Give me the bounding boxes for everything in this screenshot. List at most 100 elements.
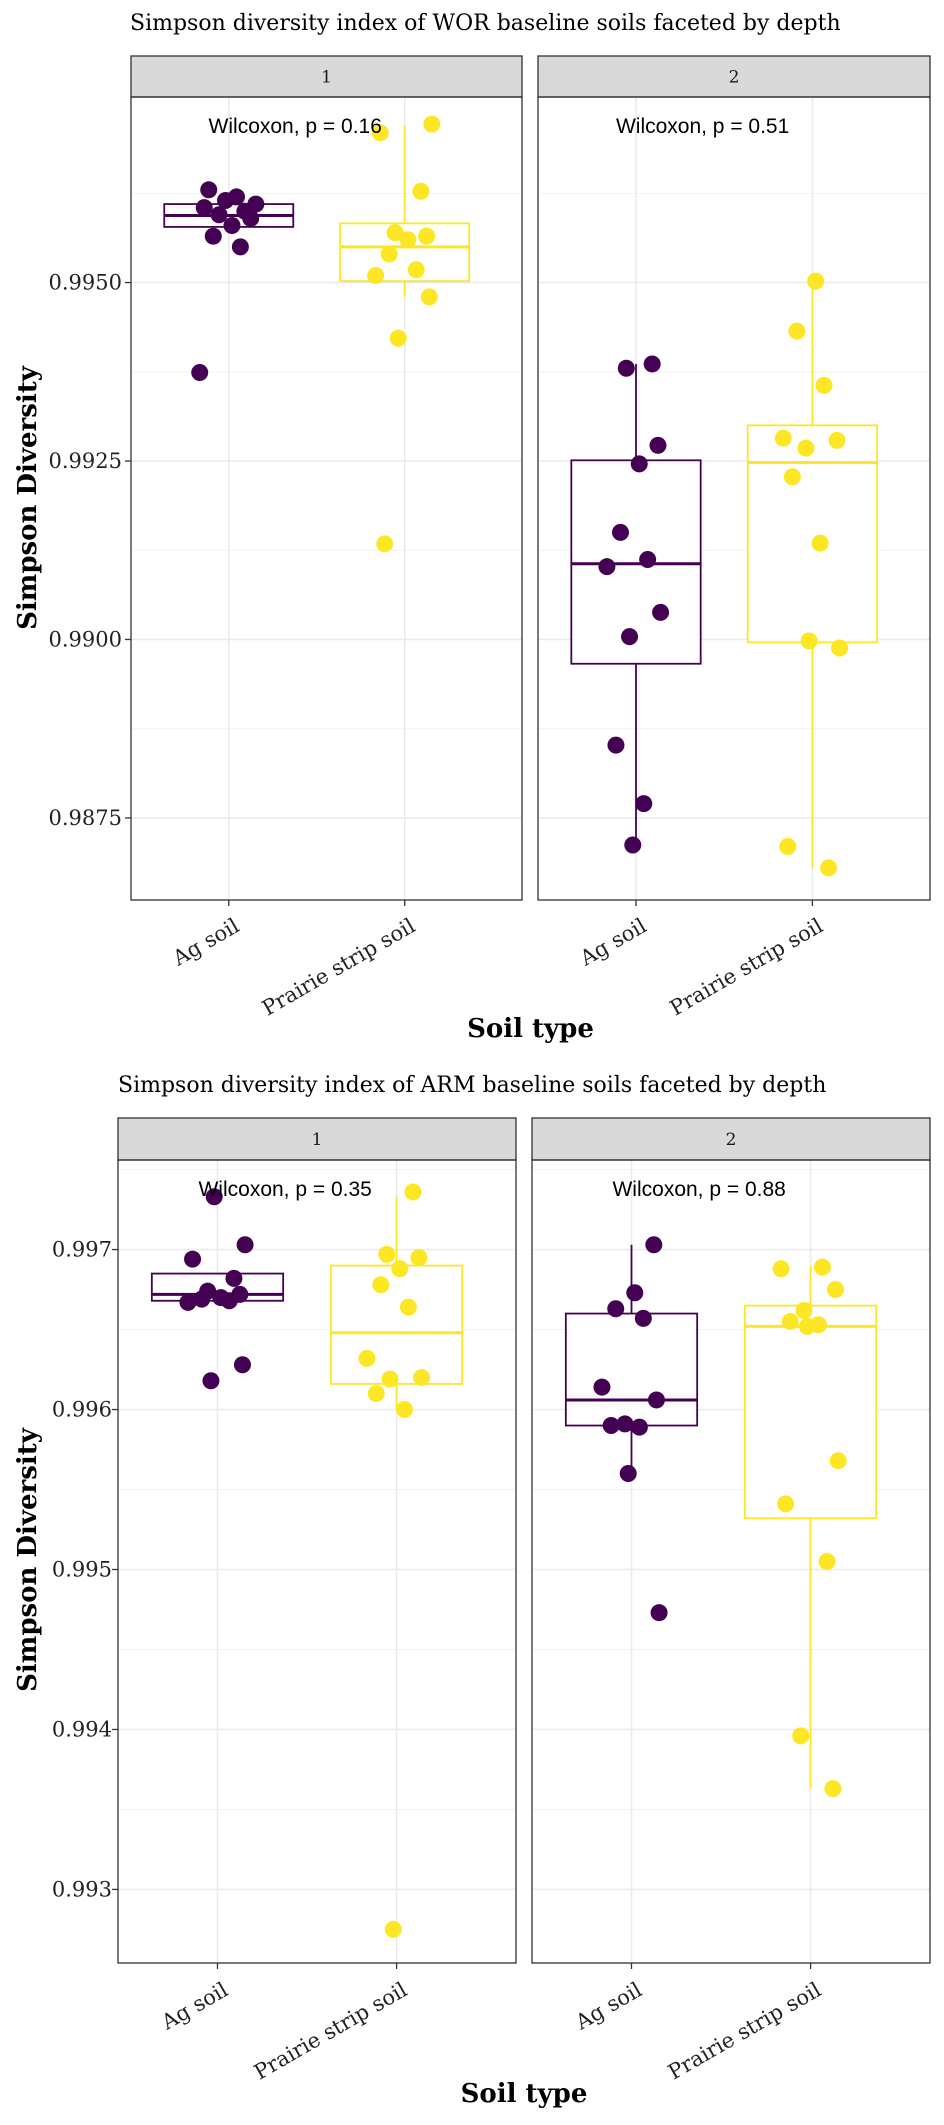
wilcoxon-annotation: Wilcoxon, p = 0.51 — [616, 115, 789, 138]
chart-title: Simpson diversity index of WOR baseline … — [130, 11, 841, 36]
data-point — [372, 1276, 390, 1294]
y-tick-label: 0.9900 — [49, 627, 122, 651]
data-point — [367, 1385, 385, 1403]
data-point — [391, 1260, 409, 1278]
data-point — [781, 1313, 799, 1331]
data-point — [831, 639, 849, 657]
data-point — [195, 199, 213, 217]
data-point — [184, 1250, 202, 1268]
data-point — [634, 1309, 652, 1327]
facet-panel: 2 Wilcoxon, p = 0.88 Ag soil Prairie strip … — [531, 1117, 931, 2084]
data-point — [376, 535, 394, 553]
data-point — [611, 523, 629, 541]
data-point — [829, 1452, 847, 1470]
series-prairie-strip-soil — [339, 115, 471, 553]
panel-border — [537, 96, 931, 901]
data-point — [420, 288, 438, 306]
data-point — [371, 124, 389, 142]
box — [570, 459, 702, 665]
y-tick-label: 0.993 — [52, 1877, 112, 1901]
data-point — [828, 431, 846, 449]
wilcoxon-annotation: Wilcoxon, p = 0.35 — [198, 1178, 371, 1201]
data-point — [205, 1188, 223, 1206]
panel-border — [130, 96, 523, 901]
data-point — [811, 534, 829, 552]
facet-panel: 1 Wilcoxon, p = 0.16 Ag soil Prairie strip … — [130, 55, 523, 1020]
x-axis-title: Soil type — [461, 2079, 588, 2109]
y-tick-label: 0.9950 — [49, 271, 122, 295]
data-point — [389, 329, 407, 347]
data-point — [630, 455, 648, 473]
data-point — [395, 1401, 413, 1419]
data-point — [630, 1418, 648, 1436]
facet-strip — [531, 1117, 931, 1161]
data-point — [621, 628, 639, 646]
data-point — [650, 1604, 668, 1622]
series-ag-soil — [150, 1188, 285, 1390]
y-tick-label: 0.997 — [52, 1238, 112, 1262]
data-point — [179, 1293, 197, 1311]
y-tick-label: 0.994 — [52, 1717, 112, 1741]
facet-strip — [537, 55, 931, 98]
data-point — [225, 1269, 243, 1287]
data-point — [220, 1292, 238, 1310]
data-point — [367, 266, 385, 284]
data-point — [783, 468, 801, 486]
data-point — [407, 261, 425, 279]
data-point — [418, 227, 436, 245]
data-point — [412, 182, 430, 200]
data-point — [381, 1370, 399, 1388]
data-point — [193, 1290, 211, 1308]
y-tick-label: 0.995 — [52, 1557, 112, 1581]
x-tick-label: Prairie strip soil — [258, 913, 419, 1020]
data-point — [788, 322, 806, 340]
data-point — [795, 1301, 813, 1319]
data-point — [380, 245, 398, 263]
data-point — [652, 603, 670, 621]
data-point — [619, 1465, 637, 1483]
data-point — [223, 216, 241, 234]
data-point — [827, 1281, 845, 1299]
chart-2: Simpson diversity index of ARM baseline … — [13, 1073, 931, 2109]
wilcoxon-annotation: Wilcoxon, p = 0.16 — [209, 115, 382, 138]
series-ag-soil — [570, 355, 702, 854]
y-tick-label: 0.996 — [52, 1398, 112, 1422]
x-tick-label: Ag soil — [157, 1977, 233, 2034]
data-point — [639, 551, 657, 569]
data-point — [774, 429, 792, 447]
data-point — [824, 1780, 842, 1798]
panel-border — [531, 1159, 931, 1964]
data-point — [616, 1415, 634, 1433]
data-point — [191, 364, 209, 382]
y-axis-title: Simpson Diversity — [13, 365, 43, 630]
facet-strip — [117, 1117, 517, 1161]
data-point — [399, 231, 417, 249]
data-point — [815, 376, 833, 394]
data-point — [800, 632, 818, 650]
data-point — [413, 1369, 431, 1387]
data-point — [624, 836, 642, 854]
data-point — [779, 837, 797, 855]
data-point — [602, 1417, 620, 1435]
x-tick-label: Ag soil — [575, 913, 651, 970]
facet-strip-label: 1 — [312, 1130, 323, 1150]
series-ag-soil — [564, 1236, 699, 1622]
box — [330, 1264, 464, 1385]
data-point — [807, 272, 825, 290]
y-tick-label: 0.9875 — [49, 806, 122, 830]
data-point — [647, 1391, 665, 1409]
data-point — [818, 1553, 836, 1570]
y-axis-title: Simpson Diversity — [13, 1427, 43, 1692]
series-ag-soil — [163, 181, 295, 382]
wilcoxon-annotation: Wilcoxon, p = 0.88 — [612, 1178, 785, 1201]
data-point — [607, 736, 625, 754]
series-prairie-strip-soil — [746, 272, 878, 877]
data-point — [200, 181, 218, 199]
x-tick-label: Ag soil — [168, 913, 244, 970]
facet-strip-label: 2 — [726, 1130, 737, 1150]
data-point — [236, 1236, 254, 1254]
data-point — [384, 1920, 402, 1938]
series-prairie-strip-soil — [330, 1183, 464, 1938]
chart-title: Simpson diversity index of ARM baseline … — [118, 1073, 826, 1098]
data-point — [386, 224, 404, 242]
